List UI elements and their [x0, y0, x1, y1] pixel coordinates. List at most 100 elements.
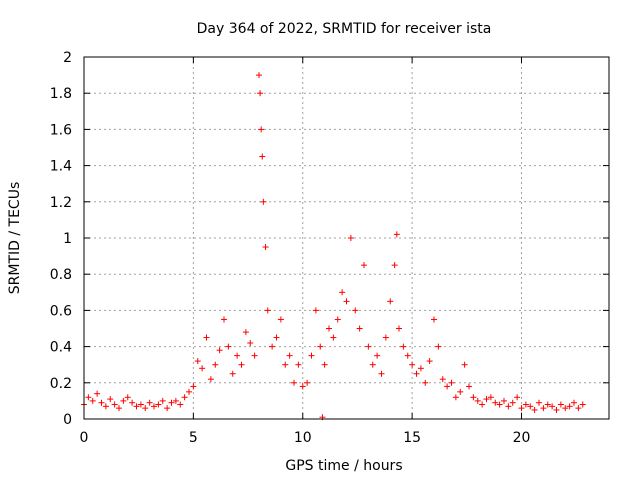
- data-point: [571, 399, 577, 406]
- data-point: [417, 365, 424, 372]
- data-point: [168, 399, 175, 406]
- chart-title: Day 364 of 2022, SRMTID for receiver ist…: [197, 21, 492, 37]
- data-point: [120, 397, 127, 404]
- data-point: [509, 399, 516, 406]
- y-axis-label: SRMTID / TECUs: [7, 182, 23, 295]
- data-point: [501, 397, 507, 404]
- y-tick-label: 0.2: [50, 376, 72, 392]
- data-point: [393, 231, 400, 238]
- data-point: [259, 153, 266, 160]
- y-tick-labels: 0 0.2 0.4 0.6 0.8 1 1.2 1.4 1.6 1.8 2: [50, 50, 72, 428]
- data-point: [531, 406, 538, 413]
- data-point: [540, 405, 547, 412]
- data-point: [496, 401, 503, 408]
- data-point: [203, 334, 210, 341]
- data-point: [361, 262, 367, 269]
- y-tick-label: 1.8: [50, 86, 72, 102]
- data-point: [181, 394, 188, 401]
- data-point: [146, 399, 153, 406]
- data-point: [262, 244, 269, 251]
- data-point: [553, 406, 560, 413]
- data-point: [151, 403, 157, 410]
- data-point: [404, 352, 411, 359]
- grid-lines: [84, 57, 609, 419]
- data-point: [295, 361, 302, 368]
- y-tick-label: 1: [63, 231, 72, 247]
- data-point: [133, 403, 140, 410]
- data-point: [444, 383, 451, 390]
- x-tick-label: 20: [513, 430, 531, 446]
- data-point: [299, 383, 306, 390]
- data-point: [566, 403, 573, 410]
- data-point: [527, 403, 534, 410]
- data-point: [286, 352, 293, 359]
- data-point: [98, 399, 105, 406]
- data-point: [107, 396, 114, 403]
- data-point: [396, 325, 402, 332]
- data-point: [247, 339, 254, 346]
- data-point: [260, 198, 267, 205]
- y-tick-label: 1.2: [50, 195, 72, 211]
- data-point: [124, 394, 131, 401]
- data-point: [186, 388, 192, 395]
- data-point: [242, 329, 249, 336]
- data-point: [258, 126, 265, 133]
- data-point: [461, 361, 468, 368]
- data-point: [194, 358, 201, 365]
- y-tick-label: 0: [63, 412, 72, 428]
- data-point: [347, 235, 354, 241]
- data-point: [365, 343, 372, 350]
- data-point: [562, 405, 569, 412]
- data-point: [142, 405, 149, 412]
- data-point: [334, 316, 341, 323]
- data-point: [159, 397, 166, 404]
- data-point: [273, 334, 280, 341]
- data-point: [155, 401, 162, 408]
- x-axis-label: GPS time / hours: [285, 458, 402, 474]
- data-point: [256, 72, 262, 79]
- data-point: [317, 343, 324, 350]
- data-point: [164, 405, 171, 412]
- data-point: [234, 352, 241, 359]
- data-point: [356, 325, 363, 332]
- data-point: [575, 405, 582, 412]
- data-point: [304, 379, 311, 386]
- data-point: [172, 397, 179, 404]
- data-point: [457, 388, 464, 395]
- data-point: [111, 401, 118, 408]
- data-point: [94, 390, 101, 397]
- data-point: [452, 394, 459, 401]
- data-point: [466, 383, 472, 390]
- x-tick-label: 10: [294, 430, 312, 446]
- data-point: [225, 343, 232, 350]
- data-point: [216, 347, 223, 354]
- data-point: [212, 361, 219, 368]
- data-point: [312, 307, 319, 314]
- data-point: [549, 403, 556, 410]
- data-point: [487, 394, 494, 401]
- data-point: [448, 379, 455, 386]
- y-tick-label: 0.8: [50, 267, 72, 283]
- data-point: [190, 383, 197, 390]
- data-point: [343, 298, 350, 305]
- data-point: [326, 325, 332, 332]
- data-point: [435, 343, 442, 350]
- data-point: [557, 401, 564, 408]
- x-tick-labels: 0 5 10 15 20: [80, 430, 531, 446]
- data-point: [439, 376, 446, 383]
- data-point: [431, 316, 437, 323]
- data-point: [137, 401, 144, 408]
- y-tick-label: 0.4: [50, 340, 72, 356]
- data-point: [257, 90, 264, 97]
- data-point: [374, 352, 381, 359]
- data-point: [422, 379, 429, 386]
- y-tick-label: 0.6: [50, 303, 72, 319]
- x-tick-label: 0: [80, 430, 89, 446]
- data-points: [81, 72, 586, 421]
- data-point: [382, 334, 389, 341]
- data-point: [522, 401, 529, 408]
- data-point: [518, 405, 525, 412]
- data-point: [470, 394, 477, 401]
- data-point: [378, 370, 385, 377]
